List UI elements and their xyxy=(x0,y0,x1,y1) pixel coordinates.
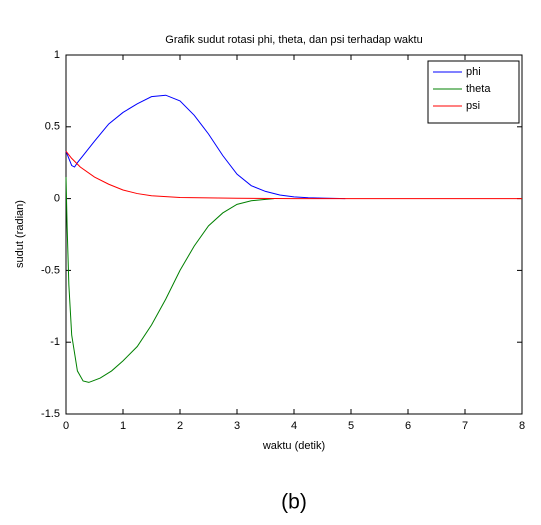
legend-box xyxy=(427,60,520,124)
chart-title: Grafik sudut rotasi phi, theta, dan psi … xyxy=(165,34,422,46)
x-axis-label: waktu (detik) xyxy=(262,440,325,452)
x-tick-label: 2 xyxy=(177,420,183,432)
x-tick-label: 3 xyxy=(234,420,240,432)
x-tick-label: 1 xyxy=(120,420,126,432)
y-axis-label: sudut (radian) xyxy=(14,200,26,268)
x-tick-label: 0 xyxy=(63,420,69,432)
y-tick-label: 0.5 xyxy=(45,121,60,133)
y-tick-label: -1.5 xyxy=(41,408,60,420)
legend-label: psi xyxy=(466,100,480,112)
caption: (b) xyxy=(281,491,307,514)
y-tick-label: -0.5 xyxy=(41,264,60,276)
y-tick-label: 1 xyxy=(54,49,60,61)
x-tick-label: 7 xyxy=(462,420,468,432)
y-tick-label: -1 xyxy=(50,336,60,348)
x-tick-label: 4 xyxy=(291,420,297,432)
x-tick-label: 6 xyxy=(405,420,411,432)
x-tick-label: 8 xyxy=(519,420,525,432)
legend-label: phi xyxy=(466,66,481,78)
y-tick-label: 0 xyxy=(54,193,60,205)
line xyxy=(65,150,522,200)
legend-label: theta xyxy=(466,83,491,95)
x-tick-label: 5 xyxy=(348,420,354,432)
line xyxy=(65,177,275,383)
